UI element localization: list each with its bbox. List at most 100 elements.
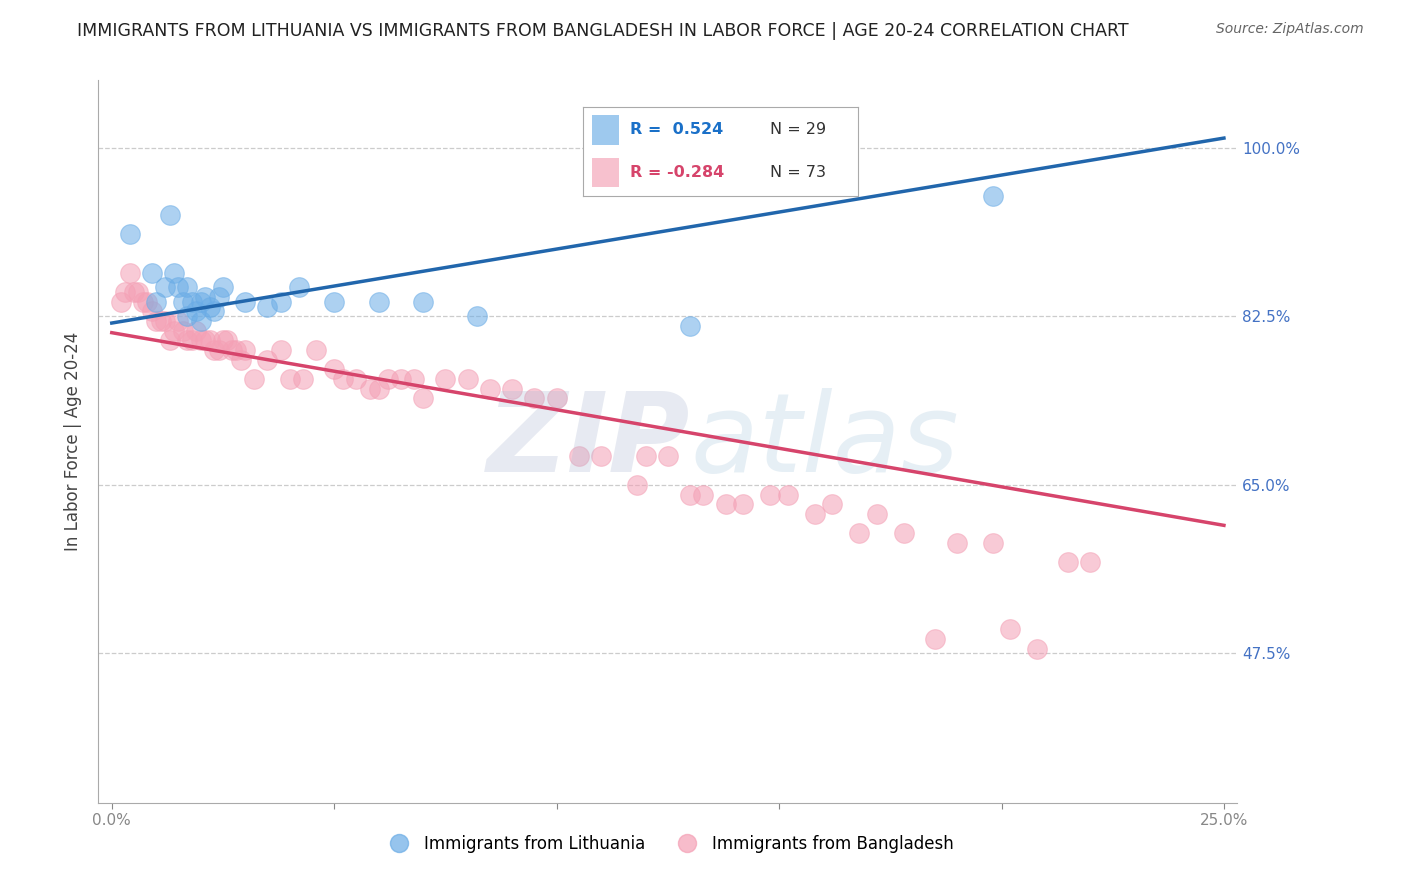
Point — [457, 372, 479, 386]
Point — [141, 266, 163, 280]
Point — [194, 290, 217, 304]
Point — [759, 487, 782, 501]
Point — [626, 478, 648, 492]
Text: R = -0.284: R = -0.284 — [630, 165, 724, 180]
Point — [465, 310, 488, 324]
Point — [118, 266, 141, 280]
Point — [803, 507, 825, 521]
Point — [270, 294, 292, 309]
Point — [568, 449, 591, 463]
Point — [243, 372, 266, 386]
Point — [163, 266, 186, 280]
Text: ZIP: ZIP — [486, 388, 690, 495]
Point — [110, 294, 132, 309]
Point — [323, 362, 346, 376]
FancyBboxPatch shape — [592, 115, 619, 145]
Point — [190, 334, 212, 348]
Point — [141, 304, 163, 318]
Point — [866, 507, 889, 521]
Text: N = 29: N = 29 — [770, 122, 827, 137]
Y-axis label: In Labor Force | Age 20-24: In Labor Force | Age 20-24 — [63, 332, 82, 551]
Point — [377, 372, 399, 386]
Point — [404, 372, 426, 386]
Point — [714, 497, 737, 511]
Point — [180, 334, 202, 348]
Point — [367, 294, 389, 309]
Point — [217, 334, 239, 348]
Point — [1026, 641, 1049, 656]
Point — [733, 497, 755, 511]
Point — [692, 487, 714, 501]
Point — [501, 382, 523, 396]
Point — [172, 324, 194, 338]
Point — [634, 449, 657, 463]
Point — [176, 310, 198, 324]
Point — [359, 382, 381, 396]
Point — [225, 343, 247, 357]
Point — [412, 391, 434, 405]
Point — [591, 449, 613, 463]
Text: atlas: atlas — [690, 388, 959, 495]
Point — [332, 372, 354, 386]
Point — [153, 314, 176, 328]
Point — [981, 535, 1004, 549]
Text: Source: ZipAtlas.com: Source: ZipAtlas.com — [1216, 22, 1364, 37]
Point — [946, 535, 969, 549]
Point — [1000, 623, 1022, 637]
Point — [159, 208, 181, 222]
Point — [163, 324, 186, 338]
Point — [270, 343, 292, 357]
Point — [145, 294, 167, 309]
Point — [434, 372, 457, 386]
Point — [149, 314, 172, 328]
Point — [981, 189, 1004, 203]
Point — [523, 391, 546, 405]
Point — [412, 294, 434, 309]
Point — [114, 285, 136, 300]
Point — [172, 294, 194, 309]
Point — [122, 285, 145, 300]
Point — [546, 391, 568, 405]
Point — [221, 343, 243, 357]
Text: N = 73: N = 73 — [770, 165, 825, 180]
Point — [180, 294, 202, 309]
Point — [186, 304, 208, 318]
Text: R =  0.524: R = 0.524 — [630, 122, 723, 137]
Point — [118, 227, 141, 242]
Point — [287, 280, 309, 294]
Point — [1080, 555, 1102, 569]
Point — [136, 294, 159, 309]
Point — [233, 343, 256, 357]
Point — [198, 300, 221, 314]
Point — [821, 497, 844, 511]
Text: IMMIGRANTS FROM LITHUANIA VS IMMIGRANTS FROM BANGLADESH IN LABOR FORCE | AGE 20-: IMMIGRANTS FROM LITHUANIA VS IMMIGRANTS … — [77, 22, 1129, 40]
Point — [229, 352, 252, 367]
Point — [212, 334, 235, 348]
Point — [389, 372, 412, 386]
Point — [346, 372, 368, 386]
Point — [207, 290, 229, 304]
Point — [167, 280, 190, 294]
Point — [278, 372, 301, 386]
Point — [848, 526, 870, 541]
FancyBboxPatch shape — [592, 158, 619, 187]
Point — [198, 334, 221, 348]
Point — [924, 632, 946, 646]
Point — [1057, 555, 1080, 569]
Point — [202, 304, 225, 318]
Point — [478, 382, 501, 396]
Point — [256, 352, 278, 367]
Point — [132, 294, 155, 309]
Point — [176, 280, 198, 294]
Point — [212, 280, 235, 294]
Point — [167, 314, 190, 328]
Point — [776, 487, 799, 501]
Point — [159, 334, 181, 348]
Point — [127, 285, 149, 300]
Point — [145, 314, 167, 328]
Point — [207, 343, 229, 357]
Point — [323, 294, 346, 309]
Point — [202, 343, 225, 357]
Point — [233, 294, 256, 309]
Legend: Immigrants from Lithuania, Immigrants from Bangladesh: Immigrants from Lithuania, Immigrants fr… — [375, 828, 960, 860]
